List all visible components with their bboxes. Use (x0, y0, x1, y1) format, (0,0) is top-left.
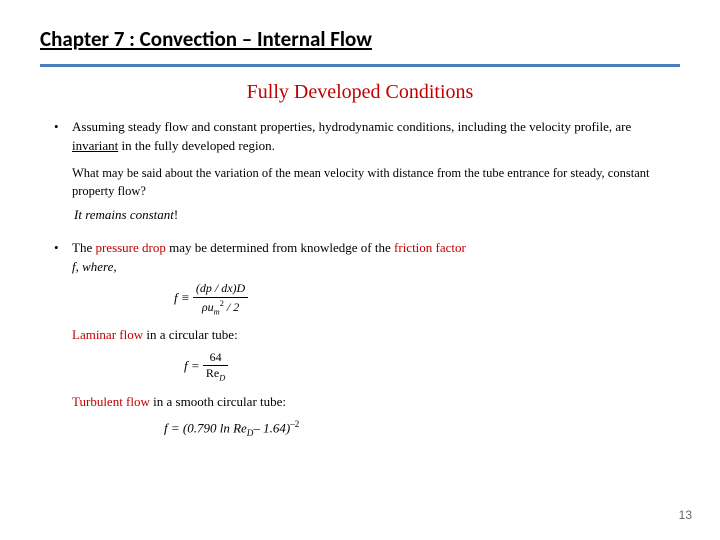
eq1-frac: (dp / dx)D ρum2 / 2 (193, 282, 248, 316)
turb-c: smooth (176, 394, 214, 409)
eq2-lhs: f = (184, 358, 203, 373)
section-heading: Fully Developed Conditions (40, 81, 680, 104)
eq1-lhs: f ≡ (174, 290, 193, 305)
turb-b: in a (150, 394, 176, 409)
turbulent-heading: Turbulent flow in a smooth circular tube… (72, 393, 666, 412)
bullet-2: • The pressure drop may be determined fr… (54, 239, 666, 277)
turb-d: circular tube: (214, 394, 286, 409)
answer-a: It remains constant (74, 207, 174, 222)
b2-a: The (72, 240, 95, 255)
b2-c: f, where, (72, 259, 117, 274)
eq2-den: ReD (203, 366, 228, 383)
eq1-den-a: ρu (202, 300, 214, 314)
equation-turbulent: f = (0.790 ln ReD– 1.64)–2 (164, 418, 666, 440)
bullet-1-text-a: Assuming steady flow and constant proper… (72, 119, 631, 134)
b2-red1: pressure drop (95, 240, 165, 255)
answer-b: ! (174, 207, 178, 222)
eq1-den-b: / 2 (224, 300, 239, 314)
bullet-1-underline: invariant (72, 138, 118, 153)
eq1-den-sub: m (214, 307, 220, 316)
eq1-den: ρum2 / 2 (193, 298, 248, 317)
bullet-1-text: Assuming steady flow and constant proper… (72, 118, 666, 156)
answer-text: It remains constant! (74, 206, 666, 225)
eq2-den-a: Re (206, 366, 219, 380)
eq2-den-sub: D (219, 374, 225, 383)
equation-laminar: f = 64 ReD (184, 351, 666, 383)
question-text: What may be said about the variation of … (72, 164, 666, 200)
chapter-title: Chapter 7 : Convection – Internal Flow (40, 26, 680, 60)
bullet-1-text-b: in the fully developed region. (118, 138, 275, 153)
laminar-heading: Laminar flow in a circular tube: (72, 326, 666, 345)
turb-red: Turbulent flow (72, 394, 150, 409)
bullet-2-text: The pressure drop may be determined from… (72, 239, 666, 277)
laminar-b: in a circular tube: (143, 327, 238, 342)
bullet-1: • Assuming steady flow and constant prop… (54, 118, 666, 156)
page-number: 13 (679, 508, 692, 522)
header-rule (40, 64, 680, 67)
eq3-a: f = (0.790 ln Re (164, 420, 247, 435)
eq2-num: 64 (203, 351, 228, 366)
bullet-mark: • (54, 239, 72, 277)
b2-b: may be determined from knowledge of the (166, 240, 394, 255)
content-area: • Assuming steady flow and constant prop… (40, 118, 680, 440)
laminar-red: Laminar flow (72, 327, 143, 342)
b2-red2: friction factor (394, 240, 466, 255)
eq1-num: (dp / dx)D (193, 282, 248, 297)
equation-friction-factor: f ≡ (dp / dx)D ρum2 / 2 (174, 282, 666, 316)
eq3-b: – 1.64) (253, 420, 290, 435)
eq3-sup: –2 (290, 419, 299, 429)
bullet-mark: • (54, 118, 72, 156)
eq2-frac: 64 ReD (203, 351, 228, 383)
